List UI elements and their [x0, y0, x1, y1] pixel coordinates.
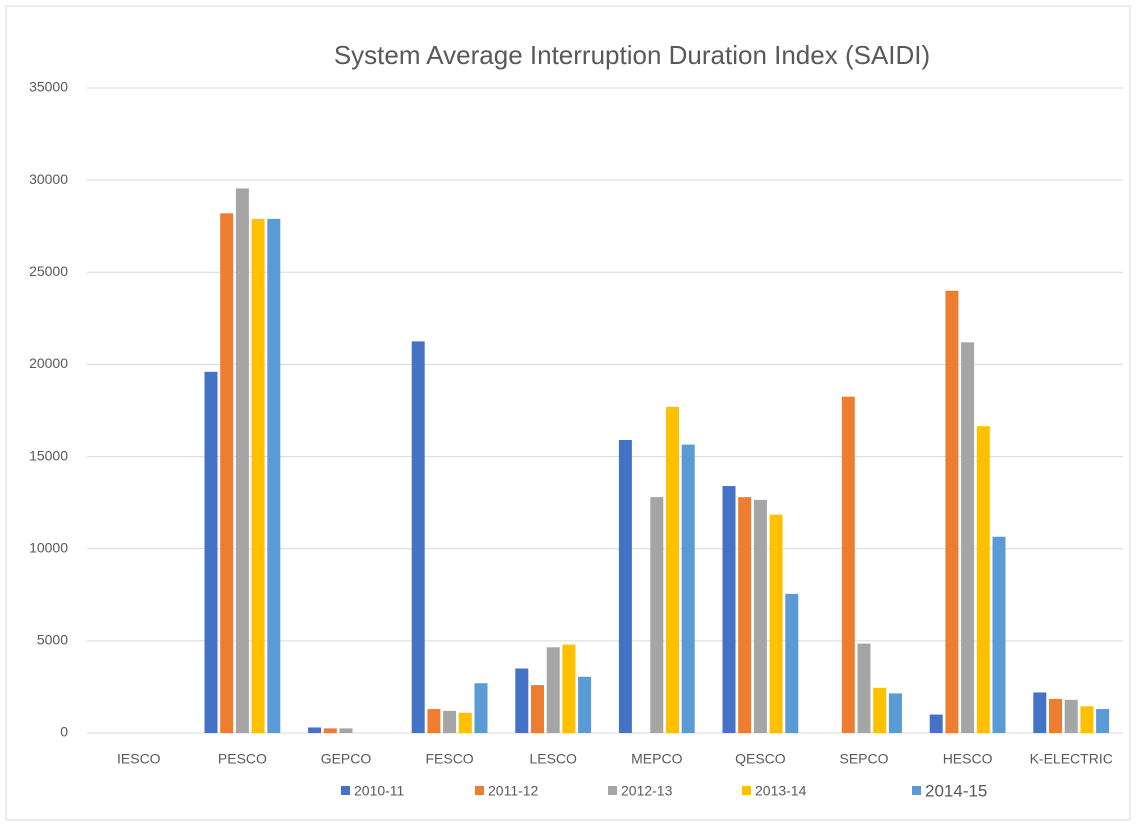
bar — [753, 499, 767, 733]
bar — [1033, 692, 1047, 733]
x-tick-label: QESCO — [735, 751, 786, 767]
bar — [945, 290, 959, 733]
x-tick-label: PESCO — [218, 751, 267, 767]
bar — [666, 406, 679, 733]
bar — [738, 497, 752, 733]
y-tick-label: 20000 — [29, 355, 68, 371]
y-tick-label: 30000 — [29, 171, 68, 187]
bar — [411, 341, 425, 733]
x-tick-label: MEPCO — [631, 751, 682, 767]
y-tick-label: 35000 — [29, 79, 68, 95]
bar — [650, 497, 664, 733]
bar — [1096, 709, 1110, 733]
legend-swatch — [608, 786, 617, 795]
bar — [458, 712, 472, 733]
bar — [722, 486, 736, 733]
bar — [204, 371, 218, 733]
y-tick-label: 25000 — [29, 263, 68, 279]
bar — [681, 444, 695, 733]
bar — [857, 643, 871, 733]
x-tick-label: LESCO — [529, 751, 577, 767]
bar — [562, 644, 576, 733]
legend-swatch — [742, 786, 751, 795]
bar — [474, 683, 488, 733]
bar — [220, 213, 234, 734]
bar — [888, 693, 902, 733]
bar — [1064, 699, 1078, 733]
bar — [1049, 698, 1062, 733]
bar — [961, 342, 975, 733]
bar — [1080, 706, 1094, 733]
bar — [339, 728, 353, 733]
x-tick-label: K-ELECTRIC — [1030, 751, 1113, 767]
bar — [873, 687, 887, 733]
x-tick-label: HESCO — [943, 751, 993, 767]
bar — [323, 728, 337, 733]
bar — [546, 647, 560, 733]
x-tick-label: GEPCO — [321, 751, 372, 767]
bar — [427, 709, 441, 733]
bar — [251, 218, 265, 734]
bar — [785, 593, 799, 733]
legend-swatch — [912, 786, 921, 795]
legend-swatch — [341, 786, 350, 795]
bar — [841, 396, 855, 733]
chart-title: System Average Interruption Duration Ind… — [334, 40, 930, 70]
bar — [929, 714, 943, 733]
bar — [515, 668, 529, 733]
bar — [308, 727, 322, 733]
y-tick-label: 10000 — [29, 539, 68, 555]
legend-label: 2012-13 — [621, 783, 673, 799]
bar — [769, 514, 783, 733]
bar — [235, 188, 249, 733]
bar — [618, 439, 632, 733]
x-tick-label: IESCO — [117, 751, 161, 767]
legend-label: 2014-15 — [925, 781, 987, 800]
bar — [443, 710, 457, 733]
bar — [992, 536, 1006, 733]
legend-label: 2010-11 — [354, 783, 405, 799]
bar — [578, 676, 592, 733]
y-tick-label: 0 — [60, 724, 68, 740]
bar — [267, 218, 281, 734]
legend-label: 2013-14 — [755, 783, 807, 799]
y-tick-label: 15000 — [29, 447, 68, 463]
x-tick-label: SEPCO — [839, 751, 888, 767]
x-tick-label: FESCO — [425, 751, 473, 767]
bar — [976, 426, 990, 733]
legend-swatch — [475, 786, 484, 795]
legend-label: 2011-12 — [488, 783, 539, 799]
bar — [531, 685, 544, 733]
y-tick-label: 5000 — [37, 632, 68, 648]
